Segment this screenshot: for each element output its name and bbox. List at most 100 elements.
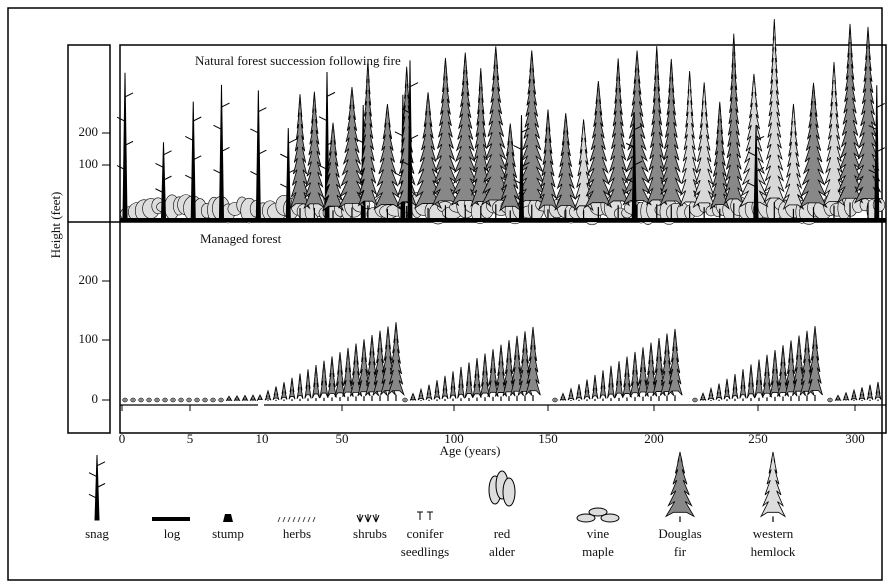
- branch: [96, 461, 106, 467]
- legend-label: Douglas: [658, 526, 701, 541]
- plot-frame: [119, 44, 887, 434]
- y-tick-label: 200: [79, 272, 99, 287]
- branch: [876, 102, 885, 108]
- tree: [667, 328, 683, 396]
- tree: [739, 369, 747, 399]
- tree: [342, 347, 354, 397]
- tree: [264, 389, 272, 401]
- tree: [679, 71, 701, 208]
- branch: [88, 472, 98, 478]
- seedling: [170, 397, 176, 403]
- legend-label: log: [164, 526, 181, 541]
- branch: [625, 178, 635, 184]
- branch: [747, 182, 757, 188]
- tree: [850, 388, 858, 401]
- tree: [312, 364, 320, 399]
- herb-icon: [277, 516, 281, 523]
- branch: [258, 149, 267, 155]
- tree: [296, 373, 304, 399]
- tree: [799, 82, 828, 209]
- branch: [163, 150, 172, 156]
- seedling: [130, 397, 136, 403]
- branch: [221, 147, 230, 152]
- branch: [318, 116, 328, 122]
- tree: [249, 394, 257, 401]
- branch: [633, 125, 643, 131]
- tree: [834, 394, 842, 401]
- branch: [88, 493, 98, 499]
- shrub-icon: [372, 514, 380, 523]
- legend-label: vine: [587, 526, 610, 541]
- tree: [417, 387, 425, 401]
- tree: [472, 357, 482, 398]
- shrub-icon: [364, 514, 372, 523]
- tree: [510, 335, 524, 397]
- branch: [326, 91, 336, 97]
- branch: [213, 124, 222, 130]
- tree: [622, 50, 652, 206]
- tree: [853, 26, 883, 204]
- tree: [723, 33, 744, 205]
- tree: [573, 119, 594, 212]
- legend-label: red: [494, 526, 511, 541]
- herb-icon: [282, 516, 286, 523]
- tree: [614, 361, 624, 398]
- x-tick-label: 200: [644, 431, 664, 446]
- tree: [731, 373, 739, 400]
- tree: [629, 351, 641, 398]
- tree: [692, 82, 716, 209]
- seedling-icon: [417, 511, 433, 520]
- x-tick-label: 0: [119, 431, 126, 446]
- x-axis-label: Age (years): [440, 443, 501, 458]
- maple-icon: [600, 513, 620, 523]
- tree: [225, 395, 233, 401]
- branch: [394, 131, 404, 137]
- legend-label: stump: [212, 526, 244, 541]
- seedling: [178, 397, 184, 403]
- branch: [521, 127, 530, 133]
- herb-icon: [312, 516, 316, 523]
- tree: [644, 342, 658, 397]
- seedling: [402, 397, 408, 403]
- tree: [836, 23, 864, 204]
- tree: [288, 377, 296, 400]
- illustration: [88, 19, 886, 523]
- tree: [413, 92, 443, 209]
- y-tick-label: 200: [79, 124, 99, 139]
- branch: [409, 134, 419, 140]
- legend-label: snag: [85, 526, 109, 541]
- legend-label: western: [753, 526, 794, 541]
- tree: [746, 364, 756, 399]
- tree: [241, 394, 249, 401]
- tree: [517, 50, 547, 206]
- tree: [449, 371, 457, 399]
- legend-label: fir: [674, 544, 687, 559]
- tree: [760, 451, 786, 518]
- tree: [584, 80, 613, 209]
- legend-label: seedlings: [401, 544, 449, 559]
- herb-icon: [287, 516, 291, 523]
- tree: [637, 347, 649, 397]
- seedling: [552, 397, 558, 403]
- tree: [723, 378, 731, 400]
- herb-icon: [297, 516, 301, 523]
- tree: [699, 392, 707, 401]
- tree: [606, 58, 630, 207]
- branch: [868, 125, 877, 130]
- seedling: [692, 397, 698, 403]
- tree: [769, 349, 781, 398]
- y-axis-label: Height (feet): [48, 192, 63, 259]
- tree: [607, 365, 615, 399]
- tree: [583, 379, 591, 400]
- legend-label: alder: [489, 544, 516, 559]
- branch: [155, 188, 164, 194]
- tree: [754, 359, 764, 398]
- seedling: [202, 397, 208, 403]
- branch: [633, 160, 643, 166]
- legend-label: maple: [582, 544, 614, 559]
- tree: [425, 384, 433, 400]
- seedling: [122, 397, 128, 403]
- branch: [288, 138, 297, 144]
- tree: [457, 366, 465, 399]
